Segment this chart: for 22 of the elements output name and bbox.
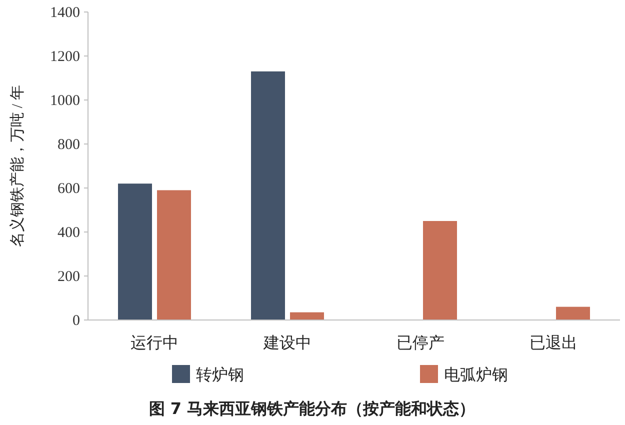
- x-tick-label: 运行中: [130, 334, 178, 352]
- y-tick-label: 1000: [50, 93, 80, 109]
- y-tick-label: 200: [58, 269, 80, 285]
- y-tick-label: 1200: [50, 49, 80, 65]
- x-tick-label: 已退出: [530, 334, 578, 352]
- legend-label: 转炉钢: [196, 366, 244, 384]
- text: 图 7 马来西亚钢铁产能分布（按产能和状态）: [148, 399, 476, 418]
- x-tick-label: 已停产: [396, 334, 444, 352]
- bar: [118, 184, 152, 320]
- y-tick-label: 0: [72, 313, 80, 329]
- bar: [423, 221, 457, 320]
- y-tick-label: 600: [58, 181, 80, 197]
- legend-label: 电弧炉钢: [444, 366, 508, 384]
- bar: [556, 306, 590, 320]
- bar: [157, 190, 191, 320]
- y-tick-label: 800: [58, 137, 80, 153]
- bar: [251, 71, 285, 320]
- bar: [290, 312, 324, 320]
- y-tick-label: 400: [58, 225, 80, 241]
- y-tick-label: 1400: [50, 5, 80, 21]
- x-tick-label: 建设中: [262, 334, 312, 352]
- y-axis-title: 名义钢铁产能，万吨 / 年: [9, 85, 26, 247]
